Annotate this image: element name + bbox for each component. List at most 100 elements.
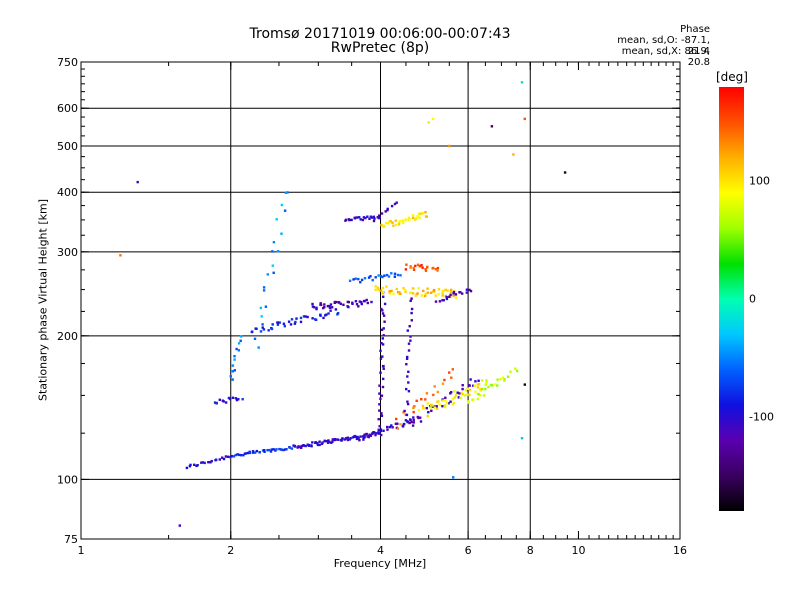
data-point — [241, 398, 244, 401]
data-point — [386, 209, 389, 212]
data-point — [373, 217, 376, 220]
data-point — [366, 215, 369, 218]
data-point — [381, 292, 384, 295]
data-point — [255, 449, 259, 453]
data-point — [365, 298, 368, 302]
data-point — [406, 402, 410, 406]
data-point — [449, 293, 452, 296]
data-point — [442, 399, 445, 402]
phase-heading: Phase — [680, 24, 710, 35]
data-point — [411, 292, 415, 295]
data-point — [360, 300, 363, 304]
data-point — [482, 394, 486, 397]
data-point — [351, 302, 354, 305]
data-point — [471, 398, 475, 401]
data-point — [404, 290, 407, 293]
data-point — [382, 377, 385, 381]
data-point — [387, 222, 390, 225]
data-point — [193, 463, 196, 466]
data-point — [453, 396, 456, 399]
data-point — [499, 377, 502, 381]
data-point — [347, 305, 350, 309]
data-point — [433, 385, 436, 388]
data-point — [402, 287, 405, 290]
data-point — [381, 355, 384, 358]
data-point — [436, 407, 439, 410]
data-point — [414, 264, 417, 268]
data-point — [267, 448, 271, 452]
data-point — [258, 451, 261, 454]
data-point — [389, 220, 392, 223]
data-point — [446, 289, 449, 292]
data-point — [388, 290, 391, 293]
data-point — [298, 445, 301, 449]
data-point — [233, 358, 236, 361]
data-point — [315, 307, 318, 311]
data-point — [421, 266, 424, 269]
data-point — [407, 216, 411, 219]
data-point — [431, 405, 434, 408]
data-point — [410, 311, 413, 315]
data-point — [331, 440, 334, 443]
data-point — [271, 250, 274, 253]
data-point — [323, 305, 326, 309]
data-point — [242, 454, 245, 457]
data-point — [434, 268, 437, 271]
data-point — [431, 404, 434, 407]
data-point — [410, 307, 414, 311]
data-point — [293, 444, 297, 448]
x-tick-label: 2 — [227, 544, 234, 557]
data-point — [188, 465, 192, 468]
data-point — [413, 405, 416, 408]
data-point — [336, 438, 339, 441]
data-point — [271, 323, 274, 326]
data-point — [231, 378, 234, 381]
data-point — [452, 290, 456, 294]
data-point — [207, 461, 210, 464]
data-point — [393, 202, 397, 206]
data-point — [251, 450, 255, 453]
data-point — [406, 375, 409, 378]
data-point — [319, 303, 323, 307]
data-point — [427, 121, 430, 124]
x-tick-label: 8 — [527, 544, 534, 557]
data-point — [119, 254, 122, 257]
data-point — [454, 296, 458, 299]
data-point — [366, 435, 369, 438]
data-point — [354, 277, 357, 280]
data-point — [253, 451, 257, 454]
data-point — [417, 287, 420, 290]
data-point — [333, 301, 336, 304]
data-point — [307, 443, 311, 447]
data-point — [388, 425, 392, 429]
data-point — [450, 376, 453, 379]
data-point — [328, 306, 332, 309]
data-point — [370, 216, 374, 219]
data-point — [221, 456, 224, 459]
data-point — [430, 409, 433, 412]
data-point — [477, 379, 480, 382]
data-point — [379, 289, 382, 292]
data-point — [432, 393, 435, 397]
data-point — [396, 273, 400, 277]
data-point — [311, 317, 314, 320]
data-point — [425, 215, 429, 218]
data-point — [262, 286, 266, 289]
axis-ticks: 1 2 4 6 8 10 16 75 100 200 300 400 500 600 750 — [57, 56, 687, 557]
data-point — [457, 396, 460, 399]
data-point — [329, 309, 332, 312]
data-point — [335, 300, 338, 304]
data-point — [476, 397, 479, 401]
data-point — [409, 266, 412, 269]
data-point — [407, 370, 410, 373]
data-point — [200, 461, 203, 464]
data-point — [399, 292, 402, 295]
data-point — [392, 224, 395, 227]
data-point — [436, 390, 439, 394]
data-point — [382, 367, 385, 370]
data-point — [436, 266, 440, 270]
data-point — [379, 357, 383, 360]
data-point — [392, 292, 395, 295]
data-point — [377, 428, 380, 431]
